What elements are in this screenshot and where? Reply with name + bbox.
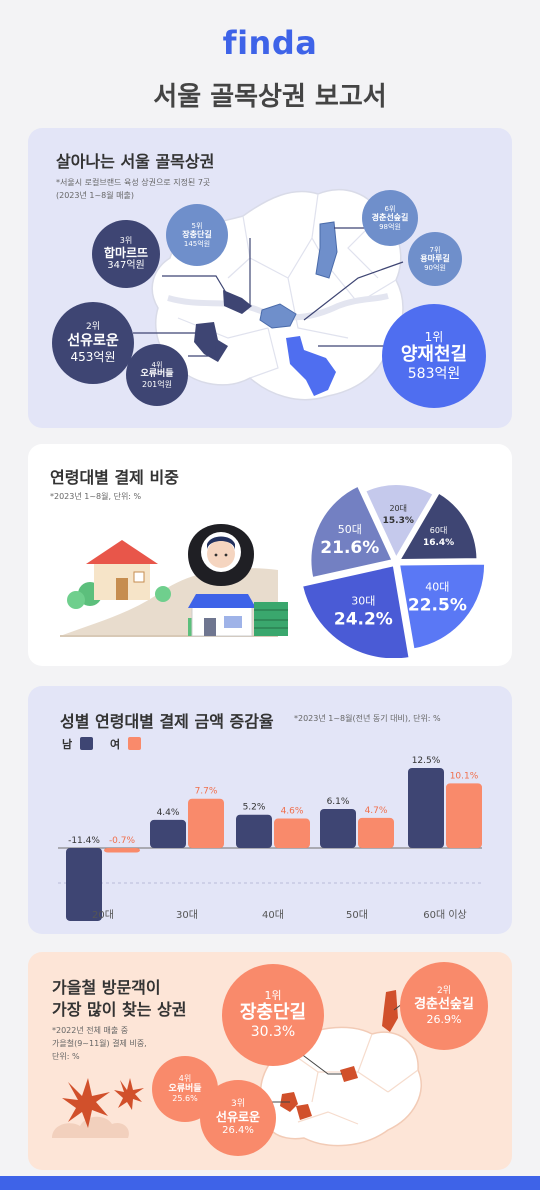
page-title: 서울 골목상권 보고서 bbox=[153, 82, 387, 112]
autumn-bubble-rank1-jangchung: 1위 장충단길 30.3% bbox=[222, 964, 324, 1066]
finda-logo: finda bbox=[222, 24, 318, 62]
section-gender-age-growth-card: 성별 연령대별 결제 금액 증감율 *2023년 1~8월(전년 동기 대비),… bbox=[28, 686, 512, 934]
legend-female-label: 여 bbox=[110, 738, 121, 751]
section-local-brand-card: 살아나는 서울 골목상권 *서울시 로컬브랜드 육성 상권으로 지정된 7곳 (… bbox=[28, 128, 512, 428]
bar-value-label: 12.5% bbox=[412, 756, 441, 766]
bar-여-40대 bbox=[274, 818, 310, 848]
section1-note: *서울시 로컬브랜드 육성 상권으로 지정된 7곳 bbox=[56, 178, 211, 187]
growth-bar-chart: -11.4% -0.7% 20대 4.4% 7.7% 30대 5.2% 4.6% 40대 6.1%… bbox=[58, 756, 482, 921]
hapmareu-area bbox=[223, 290, 252, 314]
oryu-autumn-area bbox=[296, 1104, 312, 1120]
yangjae-area bbox=[286, 336, 336, 396]
bar-value-label: -11.4% bbox=[68, 836, 100, 846]
age-share-pie-chart: 20대 15.3% 60대 16.4% 40대 22.5% 30대 24.2% 50대 21.6% bbox=[300, 483, 487, 658]
section4-note2: 가을철(9~11월) 결제 비중, bbox=[52, 1039, 147, 1048]
bar-value-label: 7.7% bbox=[195, 787, 218, 797]
bar-value-label: -0.7% bbox=[109, 836, 136, 846]
pie-category-label: 50대 bbox=[338, 523, 362, 536]
bubble-rank3-hapmareu: 3위 합마르뜨 347억원 bbox=[92, 220, 160, 288]
bubble-rank4-oryu: 4위 오류버들 201억원 bbox=[126, 344, 188, 406]
bubble-rank6-gyeongchun: 6위 경춘선숲길 98억원 bbox=[362, 190, 418, 246]
bar-여-60대 이상 bbox=[446, 783, 482, 848]
section1-title: 살아나는 서울 골목상권 bbox=[56, 152, 215, 171]
bottom-accent-bar bbox=[0, 1176, 540, 1190]
pie-category-label: 30대 bbox=[351, 595, 375, 608]
jangchung-area bbox=[259, 303, 297, 329]
section2-title: 연령대별 결제 비중 bbox=[50, 468, 179, 487]
section3-title: 성별 연령대별 결제 금액 증감율 bbox=[60, 712, 274, 731]
maple-leaf-icon-small bbox=[114, 1078, 144, 1110]
legend-male-label: 남 bbox=[62, 738, 73, 751]
pie-value-label: 21.6% bbox=[320, 538, 379, 558]
section-autumn-card: 가을철 방문객이 가장 많이 찾는 상권 *2022년 전체 매출 중 가을철(… bbox=[28, 952, 512, 1170]
pie-value-label: 15.3% bbox=[383, 516, 414, 526]
bar-category-label: 40대 bbox=[262, 909, 284, 921]
bubble-rank5-jangchung: 5위 장충단길 145억원 bbox=[166, 204, 228, 266]
bar-value-label: 4.6% bbox=[281, 807, 304, 817]
bar-value-label: 10.1% bbox=[450, 771, 479, 781]
autumn-bubble-rank3-seonyu: 3위 선유로운 26.4% bbox=[200, 1080, 276, 1156]
pie-slice-20대 bbox=[363, 483, 435, 561]
bar-value-label: 4.7% bbox=[365, 806, 388, 816]
section4-note3: 단위: % bbox=[52, 1052, 80, 1061]
bar-value-label: 5.2% bbox=[243, 803, 266, 813]
bar-value-label: 4.4% bbox=[157, 808, 180, 818]
bar-category-label: 20대 bbox=[92, 909, 114, 921]
bar-남-30대 bbox=[150, 819, 186, 848]
bar-남-60대 이상 bbox=[408, 768, 444, 848]
gyeongchun-area bbox=[315, 221, 338, 279]
pie-slice-30대 bbox=[300, 564, 411, 658]
section3-note: *2023년 1~8월(전년 동기 대비), 단위: % bbox=[294, 714, 441, 723]
maple-leaf-icon bbox=[62, 1078, 110, 1128]
bar-남-50대 bbox=[320, 808, 356, 848]
bar-category-label: 30대 bbox=[176, 909, 198, 921]
bubble-rank1-yangjae: 1위 양재천길 583억원 bbox=[382, 304, 486, 408]
legend-female-swatch bbox=[128, 737, 141, 750]
pie-slice-60대 bbox=[397, 491, 479, 562]
section4-title-line2: 가장 많이 찾는 상권 bbox=[52, 1000, 187, 1019]
pie-category-label: 60대 bbox=[430, 526, 448, 535]
section2-note: *2023년 1~8월, 단위: % bbox=[50, 492, 142, 501]
bar-category-label: 60대 이상 bbox=[423, 909, 467, 921]
legend-male-swatch bbox=[80, 737, 93, 750]
bar-category-label: 50대 bbox=[346, 909, 368, 921]
pie-value-label: 24.2% bbox=[334, 610, 393, 630]
pie-category-label: 40대 bbox=[425, 581, 449, 594]
bar-value-label: 6.1% bbox=[327, 797, 350, 807]
market-illustration bbox=[60, 524, 288, 637]
jangchung-autumn-area bbox=[340, 1066, 358, 1082]
bar-여-50대 bbox=[358, 817, 394, 848]
pie-value-label: 22.5% bbox=[408, 596, 467, 616]
bubble-rank2-seonyu: 2위 선유로운 453억원 bbox=[52, 302, 134, 384]
seonyu-area bbox=[194, 322, 228, 362]
pie-category-label: 20대 bbox=[389, 504, 407, 513]
bar-남-20대 bbox=[66, 848, 102, 921]
pie-slice-50대 bbox=[309, 484, 394, 580]
bubble-rank7-yongmaru: 7위 용마루길 90억원 bbox=[408, 232, 462, 286]
bar-여-30대 bbox=[188, 798, 224, 848]
autumn-bubble-rank2-gyeongchun: 2위 경춘선숲길 26.9% bbox=[400, 962, 488, 1050]
seoul-map bbox=[133, 188, 404, 401]
pie-value-label: 16.4% bbox=[423, 538, 454, 548]
section-age-share-card: 연령대별 결제 비중 *2023년 1~8월, 단위: % 20대 15.3% 60… bbox=[28, 444, 512, 666]
pie-slice-40대 bbox=[397, 562, 487, 651]
gyeongchun-autumn-area bbox=[382, 990, 398, 1032]
bar-여-20대 bbox=[104, 848, 140, 853]
section4-title-line1: 가을철 방문객이 bbox=[52, 978, 161, 997]
section4-note1: *2022년 전체 매출 중 bbox=[52, 1026, 129, 1035]
section1-note-period: (2023년 1~8월 매출) bbox=[56, 191, 135, 200]
bar-남-40대 bbox=[236, 814, 272, 848]
